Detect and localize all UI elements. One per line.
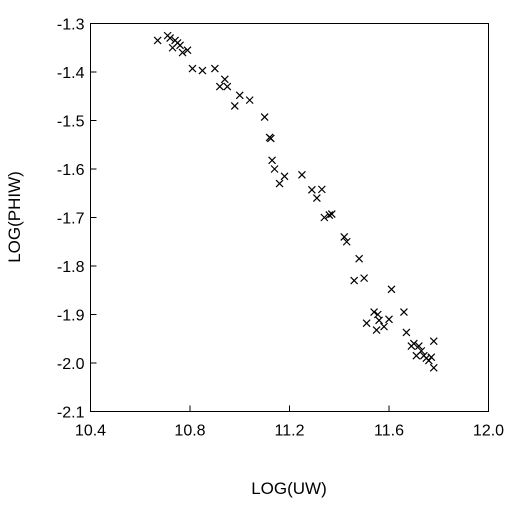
y-tick-label: -1.6 [57,162,85,179]
scatter-point [362,319,371,328]
scatter-point [210,64,219,73]
scatter-point [360,274,369,283]
y-tick-label: -1.5 [57,114,85,131]
x-tick-label: 10.8 [174,423,205,440]
x-tick-label: 12.0 [473,423,504,440]
scatter-point [400,308,408,316]
x-axis-title: LOG(UW) [251,479,327,498]
ticks-layer: 10.4 10.8 11.2 11.6 12.0 -1.3 -1.4 -1.5 -1.6 -1.7… [57,17,504,440]
x-tick-label: 11.2 [275,423,305,440]
scatter-point [270,165,279,173]
points-layer [153,31,438,372]
scatter-point [355,254,364,263]
scatter-point [223,82,232,91]
x-tick-label: 10.4 [75,423,106,440]
scatter-point [280,172,289,181]
scatter-point [166,34,175,42]
scatter-point [387,285,396,294]
scatter-point [340,232,349,241]
scatter-point [429,337,438,346]
y-tick-label: -2.0 [57,356,85,373]
scatter-point [424,356,433,365]
y-tick-label: -1.4 [57,65,85,82]
scatter-point [183,46,192,55]
scatter-point [188,64,197,73]
scatter-point [409,339,418,348]
scatter-point [417,346,426,355]
scatter-point [342,237,351,246]
x-tick-label: 11.6 [374,423,404,440]
scatter-point [235,91,244,100]
scatter-point [198,66,207,75]
scatter-point [427,353,436,362]
scatter-point [327,210,336,219]
scatter-point [350,276,359,285]
scatter-point [178,48,187,57]
y-tick-label: -1.3 [57,17,85,34]
scatter-point [275,179,284,188]
scatter-point [307,185,316,194]
scatter-point [375,316,383,325]
scatter-point [317,185,326,194]
scatter-point [402,328,411,337]
scatter-point [153,36,162,45]
scatter-point [320,213,329,222]
y-tick-label: -1.7 [57,211,85,228]
scatter-point [268,156,277,165]
scatter-point [215,82,224,91]
scatter-point [298,170,306,179]
scatter-point [230,102,239,110]
scatter-point [266,134,275,143]
scatter-point [372,326,381,334]
y-tick-label: -1.8 [57,259,85,276]
y-tick-label: -2.1 [57,405,85,422]
scatter-point [220,75,229,84]
scatter-point [260,113,269,122]
scatter-point [385,315,393,324]
y-tick-label: -1.9 [57,308,85,325]
scatter-point [245,96,254,105]
y-axis-title: LOG(PHIW) [5,171,24,263]
scatter-point [176,41,184,50]
scatter-point [380,322,388,331]
plot-frame [90,23,489,412]
scatter-point [370,308,378,316]
scatter-point [325,211,334,219]
scatter-point [312,194,321,203]
scatter-point [414,342,423,350]
scatter-point [373,310,382,319]
scatter-point [429,363,438,372]
